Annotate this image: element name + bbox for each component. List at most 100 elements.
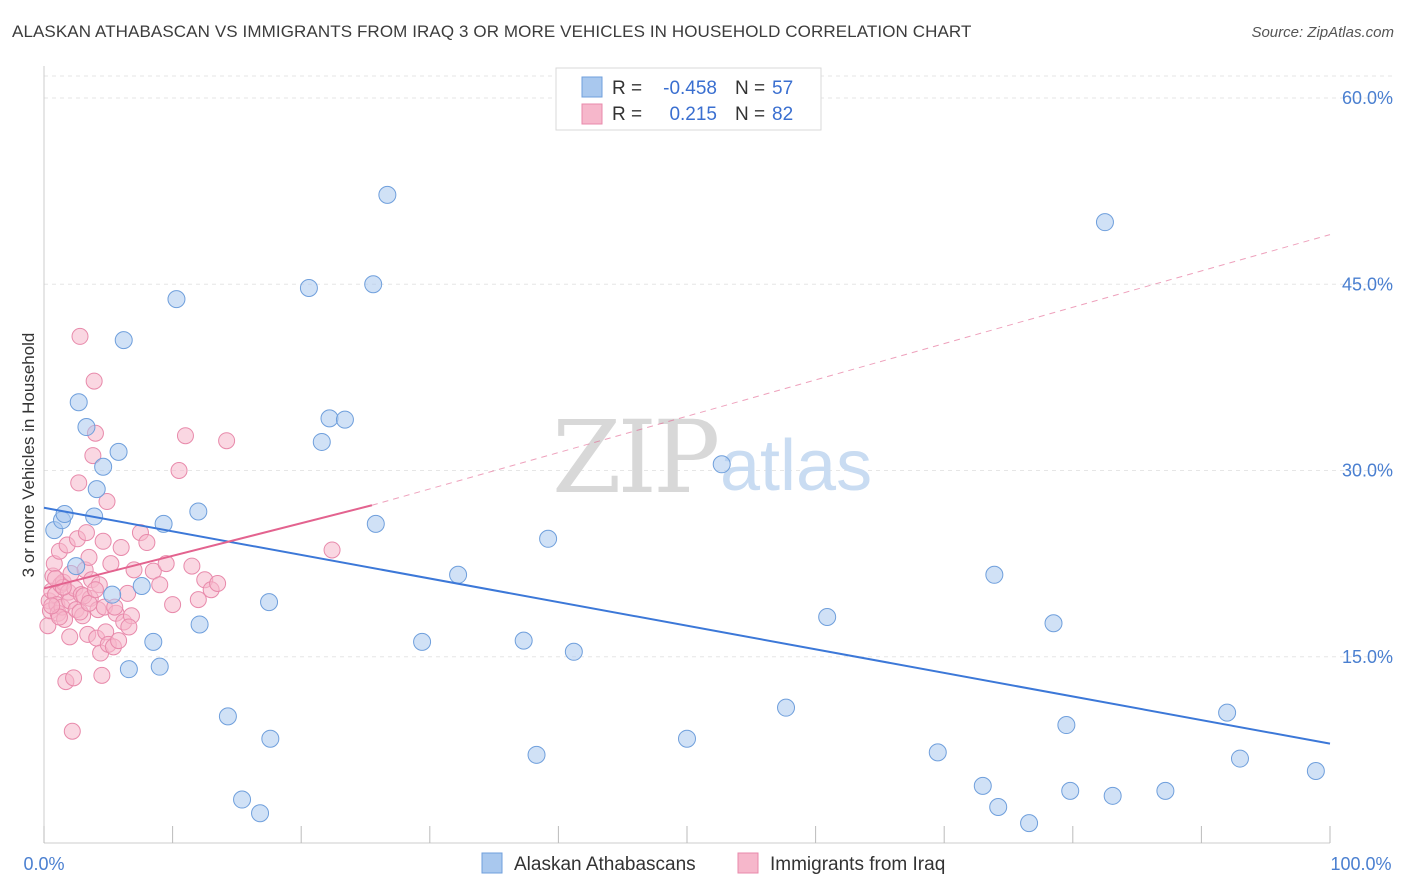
stats-n-value-2: 82: [772, 104, 793, 125]
x-tick-label-min: 0.0%: [23, 854, 64, 874]
athabascan-point: [1044, 614, 1063, 633]
iraq-point: [112, 538, 130, 556]
athabascan-point: [539, 529, 558, 548]
athabascan-point: [233, 790, 252, 809]
athabascan-point: [712, 455, 731, 474]
legend-label-iraq: Immigrants from Iraq: [770, 854, 945, 875]
athabascan-point: [1061, 781, 1080, 800]
athabascan-point: [366, 514, 385, 533]
iraq-point: [110, 632, 128, 650]
iraq-point: [157, 555, 175, 573]
athabascan-point: [1218, 703, 1237, 722]
stats-n-label-1: N =: [735, 78, 765, 99]
iraq-point: [65, 669, 83, 687]
iraq-point: [189, 591, 207, 609]
athabascan-point: [320, 409, 339, 428]
legend-swatch-iraq: [737, 852, 759, 874]
athabascan-point: [87, 480, 106, 499]
grid-lines: [44, 75, 1394, 658]
iraq-point: [85, 372, 103, 390]
athabascan-point: [251, 804, 270, 823]
athabascan-point: [260, 593, 279, 612]
iraq-point: [120, 618, 138, 636]
iraq-point: [176, 427, 194, 445]
y-axis-title: 3 or more Vehicles in Household: [19, 333, 38, 578]
iraq-trend-line-extension: [371, 234, 1331, 506]
athabascan-point: [1020, 814, 1039, 833]
x-tick-label-max: 100.0%: [1330, 854, 1391, 874]
athabascan-point: [449, 565, 468, 584]
athabascan-point: [167, 290, 186, 309]
athabascan-point: [514, 631, 533, 650]
iraq-point: [70, 474, 88, 492]
iraq-point: [144, 562, 162, 580]
watermark-atlas-text: atlas: [720, 426, 872, 506]
chart-source: Source: ZipAtlas.com: [1251, 24, 1394, 41]
legend-label-athabascans: Alaskan Athabascans: [514, 854, 696, 875]
athabascan-trend-line: [43, 506, 1331, 745]
stats-swatch-pink: [581, 103, 603, 125]
athabascan-point: [777, 698, 796, 717]
chart-title: ALASKAN ATHABASCAN VS IMMIGRANTS FROM IR…: [12, 22, 972, 41]
x-axis-ticks: [43, 826, 1331, 843]
athabascan-point: [818, 608, 837, 627]
athabascan-point: [67, 557, 86, 576]
iraq-point: [77, 524, 95, 542]
iraq-point: [71, 327, 89, 345]
iraq-point: [209, 574, 227, 592]
athabascan-point: [94, 457, 113, 476]
iraq-point: [63, 722, 81, 740]
athabascan-point: [144, 632, 163, 651]
athabascan-point: [299, 278, 318, 297]
athabascan-point: [1306, 761, 1325, 780]
iraq-point: [94, 532, 112, 550]
athabascan-point: [190, 615, 209, 634]
athabascan-point: [132, 576, 151, 595]
iraq-point: [61, 628, 79, 646]
athabascan-point: [989, 797, 1008, 816]
athabascan-point: [928, 743, 947, 762]
athabascan-point: [1057, 716, 1076, 735]
iraq-point: [86, 581, 104, 599]
iraq-point: [84, 447, 102, 465]
watermark: ZIP atlas: [552, 399, 872, 516]
athabascan-point: [261, 729, 280, 748]
stats-n-value-1: 57: [772, 78, 793, 99]
stats-legend-box: R = -0.458 N = 57 R = 0.215 N = 82: [555, 67, 822, 131]
iraq-point: [98, 493, 116, 511]
athabascan-point: [189, 502, 208, 521]
athabascan-point: [527, 745, 546, 764]
iraq-point: [151, 576, 169, 594]
stats-r-value-1: -0.458: [663, 78, 717, 99]
iraq-trend-line: [43, 504, 373, 590]
athabascan-point: [335, 410, 354, 429]
athabascan-point: [564, 642, 583, 661]
athabascan-point: [103, 585, 122, 604]
athabascan-point: [312, 432, 331, 451]
legend-swatch-athabascans: [481, 852, 503, 874]
athabascan-point: [1103, 786, 1122, 805]
y-axis-tick-labels: 15.0% 30.0% 45.0% 60.0%: [1342, 88, 1393, 667]
y-tick-label-60: 60.0%: [1342, 88, 1393, 108]
stats-swatch-blue: [581, 76, 603, 98]
iraq-point: [218, 432, 236, 450]
iraq-point: [80, 594, 98, 612]
trend-lines: [43, 234, 1331, 745]
y-tick-label-30: 30.0%: [1342, 461, 1393, 481]
athabascan-point: [119, 660, 138, 679]
iraq-point: [183, 557, 201, 575]
iraq-point: [93, 666, 111, 684]
iraq-point: [170, 462, 188, 479]
y-tick-label-15: 15.0%: [1342, 647, 1393, 667]
athabascan-point: [1095, 213, 1114, 232]
athabascan-point: [678, 729, 696, 748]
athabascan-point: [114, 331, 133, 350]
iraq-point: [164, 596, 182, 614]
bottom-legend: Alaskan Athabascans Immigrants from Iraq: [481, 852, 945, 875]
athabascan-points: [45, 185, 1325, 833]
athabascan-point: [378, 185, 397, 204]
athabascan-point: [973, 776, 992, 795]
athabascan-point: [364, 275, 383, 294]
watermark-zip-text: ZIP: [552, 399, 717, 516]
